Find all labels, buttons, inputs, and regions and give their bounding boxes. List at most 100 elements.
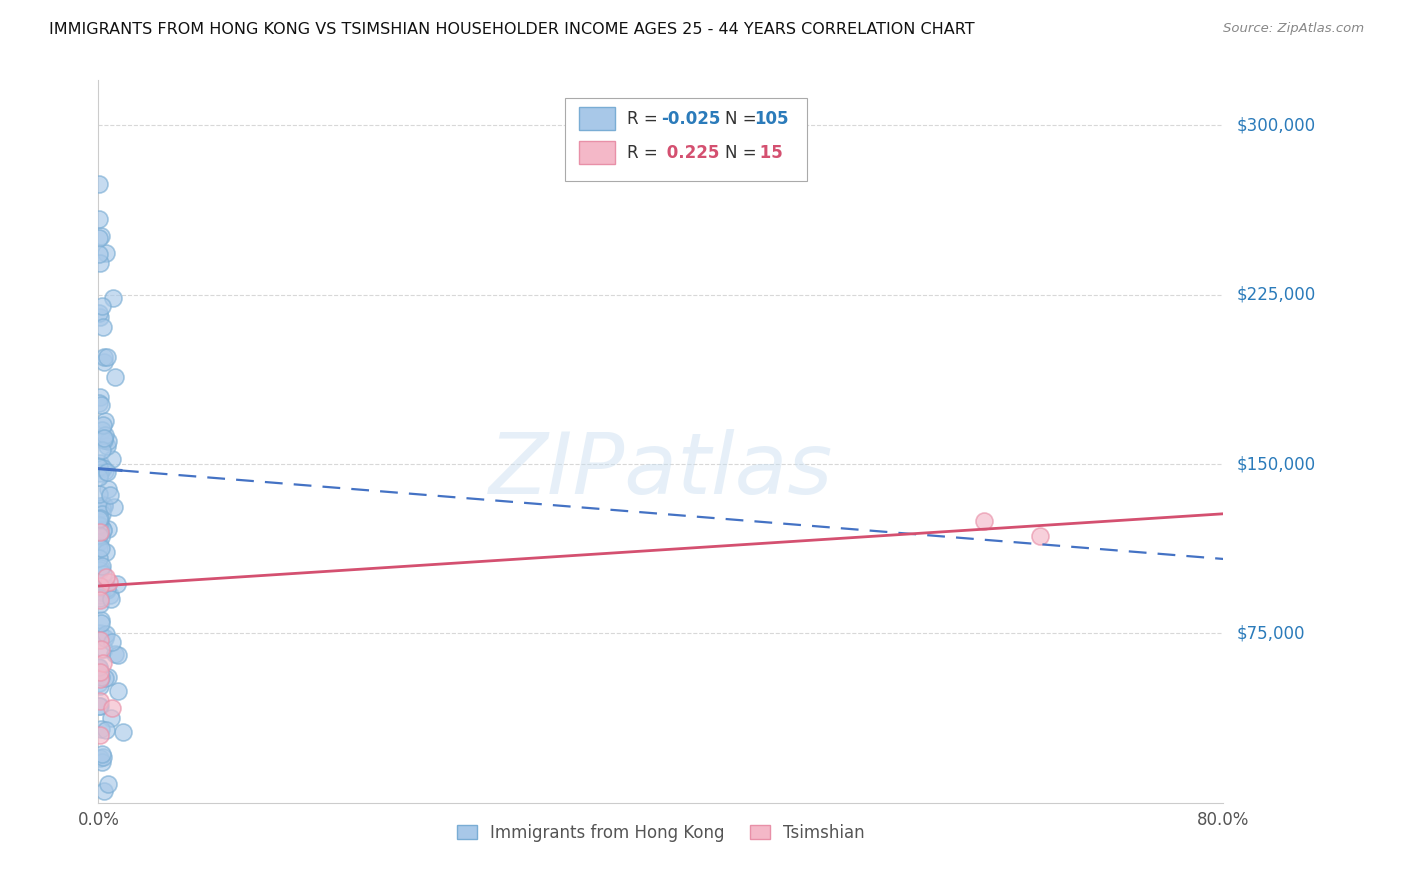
Point [89, 519, 111, 533]
Point [103, 500, 125, 515]
Point [96, 434, 118, 448]
Point [94, 414, 117, 428]
Point [96, 465, 118, 479]
Point [89, 511, 111, 525]
Point [89, 306, 111, 320]
Point [93, 431, 115, 445]
Point [98, 588, 121, 602]
Point [94, 464, 117, 478]
Text: Source: ZipAtlas.com: Source: ZipAtlas.com [1223, 22, 1364, 36]
Point [93, 350, 115, 364]
Point [90, 423, 112, 437]
Point [93, 641, 115, 656]
Legend: Immigrants from Hong Kong, Tsimshian: Immigrants from Hong Kong, Tsimshian [450, 817, 872, 848]
Point [104, 370, 127, 384]
Point [96, 582, 118, 596]
Point [89, 679, 111, 693]
Point [100, 710, 122, 724]
Text: $75,000: $75,000 [1237, 624, 1306, 642]
Point [90, 541, 112, 556]
Text: -0.025: -0.025 [661, 110, 720, 128]
Point [90, 722, 112, 736]
Point [91, 460, 114, 475]
Point [89, 467, 111, 481]
Point [90, 755, 112, 769]
Point [89, 551, 111, 566]
Text: R =: R = [627, 110, 664, 128]
Point [89, 583, 111, 598]
Text: $150,000: $150,000 [1237, 455, 1316, 473]
Point [89, 396, 111, 410]
Point [89, 456, 111, 470]
Point [93, 499, 115, 513]
Point [94, 671, 117, 685]
Point [105, 576, 128, 591]
Point [89, 390, 111, 404]
Point [96, 545, 118, 559]
Point [90, 530, 112, 544]
Point [89, 694, 111, 708]
Point [98, 488, 121, 502]
Point [111, 725, 134, 739]
Point [101, 634, 124, 648]
Point [91, 750, 114, 764]
Text: $225,000: $225,000 [1237, 285, 1316, 304]
Point [94, 427, 117, 442]
Point [97, 482, 120, 496]
Point [91, 747, 114, 761]
Point [89, 626, 111, 640]
Text: N =: N = [725, 144, 762, 161]
Point [97, 522, 120, 536]
Text: 0.225: 0.225 [661, 144, 720, 161]
Point [93, 631, 115, 645]
Point [91, 417, 114, 432]
Point [89, 528, 111, 542]
Point [90, 228, 112, 243]
Point [89, 212, 111, 227]
Point [89, 698, 111, 713]
Point [89, 751, 111, 765]
Point [94, 246, 117, 260]
Point [89, 517, 111, 532]
Point [89, 458, 111, 473]
Point [89, 633, 111, 648]
Text: ZIPatlas: ZIPatlas [489, 429, 832, 512]
Point [107, 648, 129, 662]
Point [89, 541, 111, 555]
Point [90, 613, 112, 627]
Point [89, 661, 111, 675]
Point [89, 672, 111, 686]
Point [89, 563, 111, 577]
Point [96, 583, 118, 598]
Point [89, 592, 111, 607]
Point [89, 588, 111, 602]
Point [89, 177, 111, 191]
Point [90, 642, 112, 657]
Point [89, 579, 111, 593]
Point [89, 665, 111, 679]
Point [89, 591, 111, 605]
Point [90, 560, 112, 574]
Point [91, 558, 114, 573]
Point [96, 351, 118, 365]
Text: 105: 105 [754, 110, 789, 128]
Point [90, 670, 112, 684]
Point [89, 615, 111, 630]
Point [89, 524, 111, 539]
Point [101, 451, 124, 466]
Point [89, 499, 111, 513]
Point [90, 584, 112, 599]
FancyBboxPatch shape [579, 107, 614, 130]
Point [89, 598, 111, 612]
Point [91, 508, 114, 522]
FancyBboxPatch shape [579, 141, 614, 164]
Point [91, 524, 114, 538]
Point [89, 511, 111, 525]
Point [93, 498, 115, 512]
Text: R =: R = [627, 144, 664, 161]
Point [97, 670, 120, 684]
Point [93, 433, 115, 447]
Point [101, 291, 124, 305]
Point [97, 777, 120, 791]
Point [89, 469, 111, 483]
